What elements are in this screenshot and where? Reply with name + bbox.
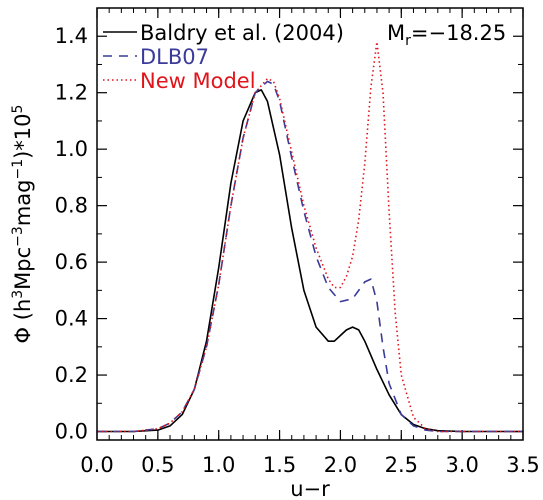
x-tick-label: 2.5: [385, 453, 418, 477]
y-tick-label: 0.8: [55, 194, 88, 218]
legend-label-baldry: Baldry et al. (2004): [140, 21, 344, 45]
plot-frame: [96, 7, 524, 441]
x-tick-label: 0.0: [80, 453, 113, 477]
x-tick-label: 1.5: [263, 453, 296, 477]
ticks-layer: 0.0 0.5 1.0 1.5 2.0 2.5 3.0 3.5 0.0 0.2 0.4 0.6 0.8 1…: [55, 7, 540, 477]
legend-label-new-model: New Model: [140, 69, 256, 93]
x-axis-label: u−r: [290, 477, 330, 500]
y-axis-label: Φ (h3Mpc−3mag−1)*105: [10, 105, 35, 344]
series-line-1: [97, 80, 523, 433]
y-tick-label: 0.0: [55, 420, 88, 444]
x-tick-label: 0.5: [141, 453, 174, 477]
y-tick-label: 1.4: [55, 24, 88, 48]
y-tick-label: 1.2: [55, 81, 88, 105]
y-tick-label: 0.2: [55, 363, 88, 387]
series-layer: [97, 41, 523, 433]
x-tick-label: 1.0: [202, 453, 235, 477]
x-tick-label: 3.5: [506, 453, 539, 477]
legend-label-dlb07: DLB07: [140, 45, 209, 69]
x-tick-label: 2.0: [324, 453, 357, 477]
magnitude-annotation: Mr=−18.25: [387, 21, 506, 49]
legend: Baldry et al. (2004) DLB07 New Model: [103, 21, 344, 93]
y-tick-label: 0.4: [55, 307, 88, 331]
x-tick-label: 3.0: [445, 453, 478, 477]
y-tick-label: 1.0: [55, 137, 88, 161]
y-tick-label: 0.6: [55, 250, 88, 274]
